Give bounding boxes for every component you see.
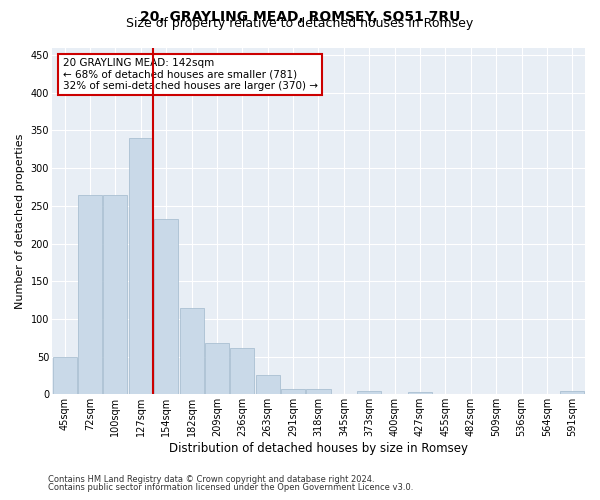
Bar (78, 194, 102, 394)
Text: 20, GRAYLING MEAD, ROMSEY, SO51 7RU: 20, GRAYLING MEAD, ROMSEY, SO51 7RU (140, 10, 460, 24)
Y-axis label: Number of detached properties: Number of detached properties (15, 133, 25, 308)
Text: Contains HM Land Registry data © Crown copyright and database right 2024.: Contains HM Land Registry data © Crown c… (48, 475, 374, 484)
Bar (357, 390, 382, 394)
Bar (307, 389, 331, 394)
Bar (205, 343, 229, 394)
Bar (53, 356, 77, 395)
Bar (281, 389, 305, 394)
Bar (408, 392, 432, 394)
Bar (256, 376, 280, 394)
Bar (179, 308, 203, 394)
Bar (154, 218, 178, 394)
Text: Contains public sector information licensed under the Open Government Licence v3: Contains public sector information licen… (48, 483, 413, 492)
X-axis label: Distribution of detached houses by size in Romsey: Distribution of detached houses by size … (169, 442, 468, 455)
Bar (560, 390, 584, 394)
Bar (230, 348, 254, 395)
Bar (103, 194, 127, 394)
Text: Size of property relative to detached houses in Romsey: Size of property relative to detached ho… (127, 18, 473, 30)
Bar (129, 138, 153, 394)
Text: 20 GRAYLING MEAD: 142sqm
← 68% of detached houses are smaller (781)
32% of semi-: 20 GRAYLING MEAD: 142sqm ← 68% of detach… (62, 58, 317, 91)
